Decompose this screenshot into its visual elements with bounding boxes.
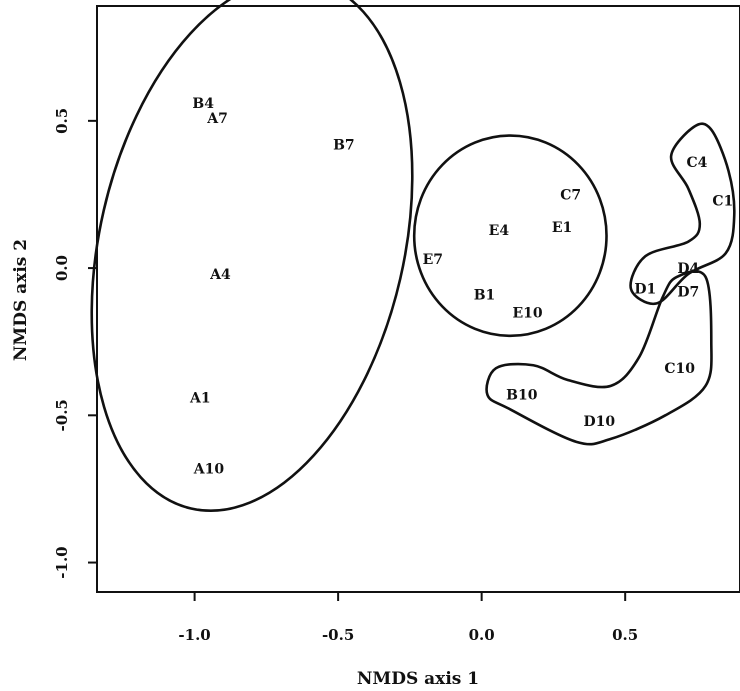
x-tick-label: -1.0 (178, 626, 210, 644)
point-label-E1: E1 (552, 220, 572, 236)
group-outline-3 (629, 122, 736, 306)
x-tick-label: -0.5 (322, 626, 354, 644)
point-label-D1: D1 (634, 282, 656, 298)
y-tick-label: 0.0 (53, 255, 71, 281)
point-label-A7: A7 (206, 111, 228, 127)
point-label-B10: B10 (506, 388, 538, 404)
point-label-B7: B7 (333, 137, 355, 153)
x-tick-label: 0.5 (612, 626, 638, 644)
y-tick-label: -1.0 (53, 546, 71, 578)
x-axis: -1.0 -0.5 0.0 0.5 (178, 592, 638, 644)
point-label-D7: D7 (677, 285, 699, 301)
y-axis-title: NMDS axis 2 (11, 239, 31, 361)
y-axis: -1.0 -0.5 0.0 0.5 (53, 108, 97, 579)
group-outlines (90, 0, 736, 513)
y-tick-label: -0.5 (53, 399, 71, 431)
point-label-C1: C1 (712, 193, 733, 209)
point-label-A1: A1 (189, 391, 211, 407)
point-label-B4: B4 (192, 96, 214, 112)
point-label-B1: B1 (474, 288, 496, 304)
point-label-E7: E7 (423, 252, 443, 268)
point-label-A4: A4 (209, 267, 231, 283)
point-label-E10: E10 (513, 305, 543, 321)
point-label-C7: C7 (560, 187, 581, 203)
point-label-E4: E4 (489, 223, 510, 239)
point-label-C4: C4 (686, 155, 707, 171)
group-outline-2 (412, 134, 608, 338)
group-outline-4 (485, 269, 713, 446)
point-label-D10: D10 (584, 414, 616, 430)
point-label-D4: D4 (677, 261, 699, 277)
x-tick-label: 0.0 (469, 626, 495, 644)
x-axis-title: NMDS axis 1 (357, 669, 479, 689)
group-outline-1 (90, 0, 414, 513)
y-tick-label: 0.5 (53, 108, 71, 134)
point-label-C10: C10 (664, 361, 695, 377)
point-label-A10: A10 (193, 461, 225, 477)
plot-frame (96, 5, 740, 593)
